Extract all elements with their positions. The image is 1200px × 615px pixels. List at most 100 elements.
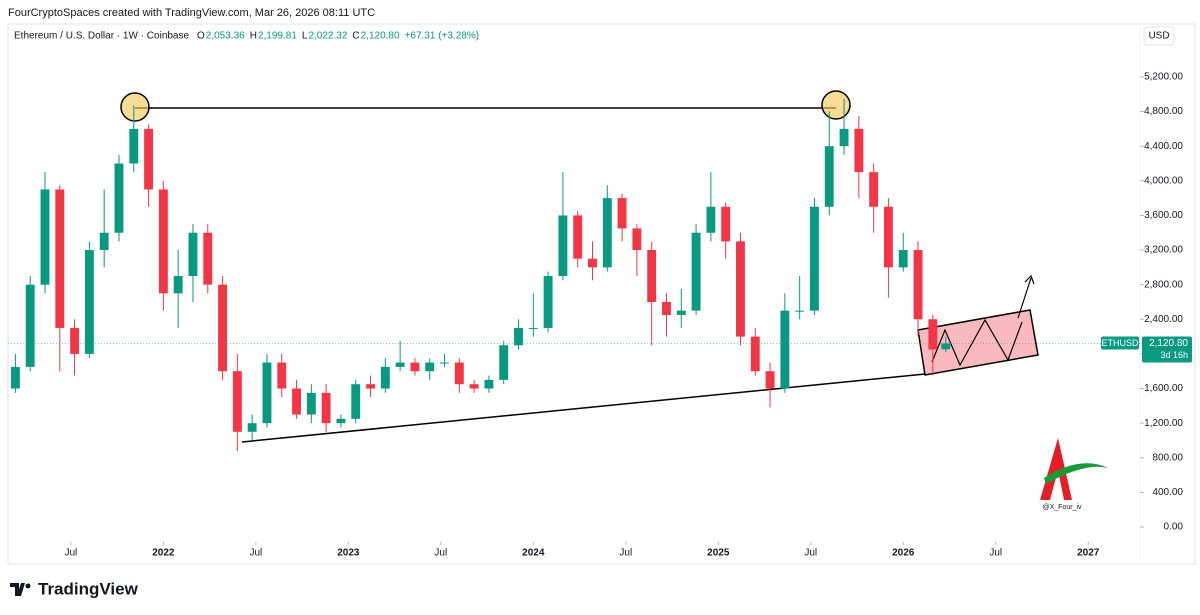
y-tick-label: 400.00 xyxy=(1152,487,1183,498)
candle-body xyxy=(543,276,553,328)
candle-body xyxy=(528,327,538,329)
y-tick-label: 4,400.00 xyxy=(1144,141,1183,152)
candle-body xyxy=(10,366,20,389)
candle-body xyxy=(454,362,464,385)
candle-body xyxy=(55,189,65,328)
ohlc-key: C xyxy=(352,31,359,42)
candle-body xyxy=(854,128,864,173)
candle-body xyxy=(262,362,272,424)
candle-body xyxy=(632,228,642,251)
candle-body xyxy=(941,343,951,350)
candle-body xyxy=(588,258,597,268)
y-tick-label: 0.00 xyxy=(1164,522,1184,533)
ohlc-key: O xyxy=(197,31,205,42)
candle-body xyxy=(84,250,94,354)
countdown-label: 3d 16h xyxy=(1160,350,1188,360)
x-tick-label: 2027 xyxy=(1077,548,1100,559)
candle-body xyxy=(514,327,523,346)
y-tick-label: 4,800.00 xyxy=(1144,106,1183,117)
ohlc-key: L xyxy=(302,31,308,42)
candle-body xyxy=(484,379,494,389)
y-tick-label: 5,200.00 xyxy=(1144,72,1183,83)
y-tick-label: 4,000.00 xyxy=(1144,175,1183,186)
x-tick-label: 2023 xyxy=(337,548,360,559)
candle-body xyxy=(469,384,479,389)
candle-body xyxy=(706,206,716,233)
candle-body xyxy=(928,319,938,350)
candle-body xyxy=(173,276,183,294)
y-tick-label: 2,800.00 xyxy=(1144,279,1183,290)
x-tick-label: Jul xyxy=(434,548,447,559)
candle-body xyxy=(573,215,583,259)
ohlc-value: 2,120.80 xyxy=(361,31,400,42)
candle-body xyxy=(721,206,731,242)
brand-logo xyxy=(10,583,31,596)
symbol-tag xyxy=(1101,336,1139,350)
candle-body xyxy=(395,362,405,367)
chart-title: Ethereum / U.S. Dollar · 1W · Coinbase xyxy=(14,31,189,42)
candle-body xyxy=(736,241,745,337)
candle-body xyxy=(351,384,361,419)
candle-body xyxy=(691,232,701,311)
candle-body xyxy=(277,362,287,389)
currency-button[interactable] xyxy=(1143,26,1175,46)
candle-body xyxy=(188,232,198,277)
breakout-arrow xyxy=(1017,277,1032,319)
candle-body xyxy=(869,172,879,207)
y-tick-label: 3,600.00 xyxy=(1144,210,1183,221)
candle-body xyxy=(839,128,849,147)
candle-body xyxy=(40,189,50,285)
top-marker xyxy=(120,92,150,122)
candle-body xyxy=(898,250,908,268)
candle-body xyxy=(824,146,834,207)
candle-body xyxy=(913,250,923,320)
candle-body xyxy=(602,198,612,268)
x-tick-label: Jul xyxy=(804,548,817,559)
candle-body xyxy=(336,418,346,424)
candle-body xyxy=(114,163,124,233)
candle-body xyxy=(366,384,375,389)
candle-body xyxy=(321,392,331,424)
brand: TradingView xyxy=(38,579,139,598)
ohlc-key: H xyxy=(250,31,257,42)
x-tick-label: 2024 xyxy=(522,548,545,559)
x-tick-label: 2022 xyxy=(152,548,175,559)
candle-body xyxy=(750,336,760,372)
candle-body xyxy=(218,284,228,372)
y-tick-label: 3,200.00 xyxy=(1144,245,1183,256)
y-tick-label: 800.00 xyxy=(1152,452,1183,463)
chart-frame xyxy=(7,23,1196,565)
candle-body xyxy=(884,206,893,268)
candle-body xyxy=(232,371,242,432)
candle-body xyxy=(306,392,316,415)
support-trendline xyxy=(241,373,926,443)
x-tick-label: Jul xyxy=(619,548,632,559)
symbol-label: ETHUSD xyxy=(1101,338,1139,348)
candle-body xyxy=(70,327,80,354)
candle-body xyxy=(425,362,435,372)
zigzag-path xyxy=(931,318,1023,367)
ohlc-legend: O 2,053.36 H 2,199.81 L 2,022.32 C 2,120.80 +67.… xyxy=(197,31,479,42)
byline: FourCryptoSpaces created with TradingVie… xyxy=(8,7,375,19)
ohlc-value: 2,053.36 xyxy=(206,31,245,42)
candle-body xyxy=(765,371,775,389)
candle-body xyxy=(129,128,139,164)
y-tick-label: 1,600.00 xyxy=(1144,383,1183,394)
currency[interactable]: USD xyxy=(1148,31,1169,42)
candle-body xyxy=(203,232,213,285)
y-tick-label: 2,400.00 xyxy=(1144,314,1183,325)
candle-body xyxy=(780,310,790,389)
candle-body xyxy=(676,310,686,315)
y-tick-label: 1,200.00 xyxy=(1144,418,1183,429)
ohlc-value: 2,199.81 xyxy=(258,31,297,42)
candle-body xyxy=(558,215,568,277)
x-tick-label: Jul xyxy=(989,548,1002,559)
candle-body xyxy=(99,232,109,251)
x-tick-label: 2025 xyxy=(707,548,730,559)
candle-body xyxy=(795,310,805,312)
watermark-text: @X_Four_iv xyxy=(1042,504,1082,511)
top-marker xyxy=(821,90,851,120)
candle-body xyxy=(499,345,509,380)
candle-body xyxy=(410,362,420,372)
